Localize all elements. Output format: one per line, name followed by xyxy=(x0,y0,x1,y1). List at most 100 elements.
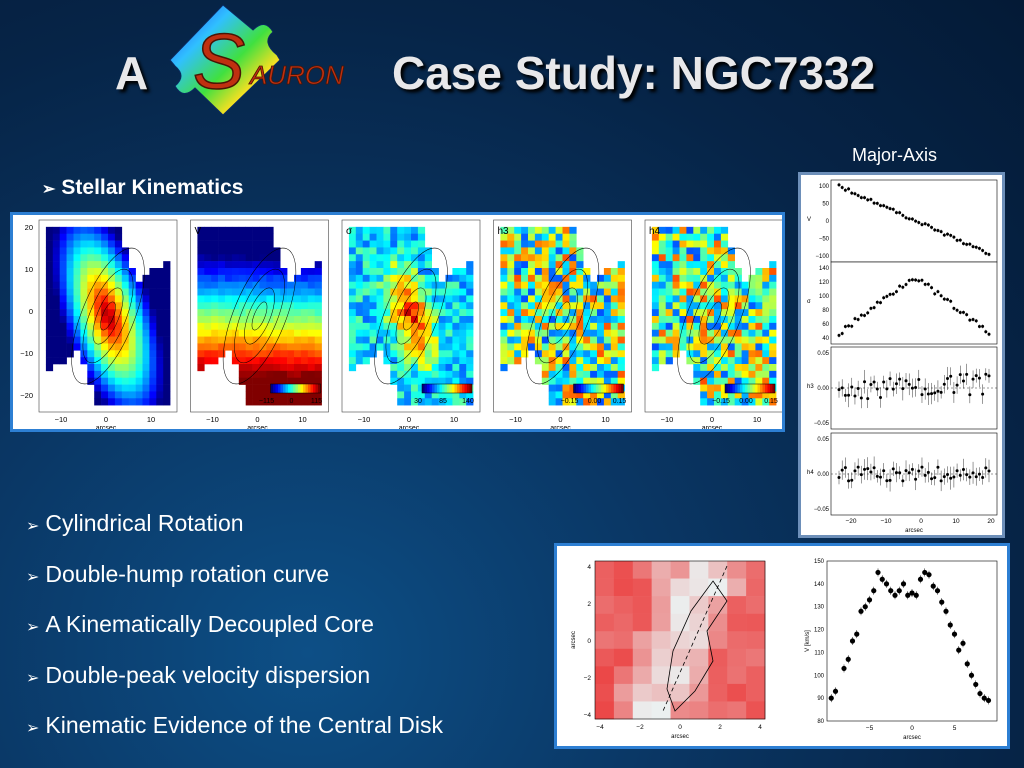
map-pixel xyxy=(665,233,673,241)
map-pixel xyxy=(583,370,591,379)
map-pixel xyxy=(452,398,460,406)
map-pixel xyxy=(128,309,136,317)
map-pixel xyxy=(376,240,384,248)
map-pixel xyxy=(45,268,54,276)
map-pixel xyxy=(211,281,219,289)
map-pixel xyxy=(452,357,460,365)
map-pixel xyxy=(114,377,123,385)
profile-point xyxy=(984,330,988,334)
map-pixel xyxy=(500,254,508,262)
map-pixel xyxy=(259,295,267,303)
map-pixel xyxy=(238,281,246,289)
map-pixel xyxy=(225,254,233,262)
map-pixel xyxy=(114,233,123,241)
map-pixel xyxy=(466,398,474,406)
map-pixel xyxy=(555,247,563,255)
map-pixel xyxy=(66,233,74,241)
map-pixel xyxy=(52,254,60,262)
isophote-contour xyxy=(385,268,437,364)
map-pixel xyxy=(404,226,412,235)
map-pixel xyxy=(163,309,171,317)
map-pixel xyxy=(259,377,267,385)
colorbar-segment xyxy=(601,384,604,393)
map-pixel xyxy=(665,295,673,303)
map-pixel xyxy=(156,295,164,303)
map-pixel xyxy=(734,302,742,310)
map-pixel xyxy=(707,384,715,392)
profile-point xyxy=(882,469,886,473)
map-pixel xyxy=(273,377,281,385)
map-pixel xyxy=(135,309,143,317)
map-pixel xyxy=(369,322,377,331)
core-map-pixel xyxy=(670,631,690,650)
map-x-tick-label: 0 xyxy=(710,415,714,424)
map-pixel xyxy=(707,254,715,262)
core-map-pixel xyxy=(689,666,709,685)
map-pixel xyxy=(266,336,274,344)
map-pixel xyxy=(466,295,474,303)
map-pixel xyxy=(521,233,529,241)
profile-point xyxy=(936,389,940,393)
map-pixel xyxy=(617,343,625,351)
map-pixel xyxy=(245,247,253,255)
map-pixel xyxy=(748,274,756,283)
map-pixel xyxy=(569,281,577,289)
profile-point xyxy=(933,292,937,296)
map-pixel xyxy=(300,336,309,344)
core-map-pixel xyxy=(651,561,671,579)
map-pixel xyxy=(424,391,432,399)
rotation-data-point xyxy=(888,588,894,594)
map-pixel xyxy=(603,309,612,317)
core-map-pixel xyxy=(632,666,652,685)
map-pixel xyxy=(149,302,157,310)
map-pixel xyxy=(87,377,95,385)
map-pixel xyxy=(658,268,666,276)
map-pixel xyxy=(714,364,722,372)
map-pixel xyxy=(94,377,102,385)
map-pixel xyxy=(73,261,81,269)
map-pixel xyxy=(603,336,612,344)
map-pixel xyxy=(693,350,701,358)
bullet-list: ➢ Cylindrical Rotation ➢ Double-hump rotat… xyxy=(26,510,443,763)
map-pixel xyxy=(617,288,625,296)
map-pixel xyxy=(658,274,666,283)
map-pixel xyxy=(376,295,384,303)
map-pixel xyxy=(121,316,129,324)
map-pixel xyxy=(679,329,687,337)
map-pixel xyxy=(390,309,398,317)
map-pixel xyxy=(569,268,577,276)
map-pixel xyxy=(755,268,763,276)
map-pixel xyxy=(714,322,722,331)
map-pixel xyxy=(755,350,763,358)
map-pixel xyxy=(762,268,770,276)
map-pixel xyxy=(121,384,129,392)
profile-point xyxy=(882,296,886,300)
map-pixel xyxy=(521,322,529,331)
map-pixel xyxy=(514,254,522,262)
profile-y-tick-label: 0.05 xyxy=(817,351,829,357)
map-pixel xyxy=(114,240,123,248)
map-pixel xyxy=(548,391,556,399)
map-pixel xyxy=(707,302,715,310)
map-pixel xyxy=(280,268,288,276)
core-map-pixel xyxy=(689,648,709,667)
map-pixel xyxy=(541,302,549,310)
map-pixel xyxy=(266,226,274,235)
map-pixel xyxy=(590,288,598,296)
map-pixel xyxy=(693,357,701,365)
map-pixel xyxy=(404,377,412,385)
profile-point xyxy=(891,292,895,296)
map-pixel xyxy=(762,274,770,283)
map-pixel xyxy=(238,316,246,324)
map-pixel xyxy=(514,261,522,269)
map-pixel xyxy=(225,233,233,241)
map-pixel xyxy=(769,274,777,283)
map-pixel xyxy=(417,343,426,351)
map-pixel xyxy=(383,281,391,289)
map-pixel xyxy=(231,322,240,331)
map-pixel xyxy=(231,288,240,296)
map-pixel xyxy=(94,261,102,269)
core-map-pixel xyxy=(746,561,766,579)
